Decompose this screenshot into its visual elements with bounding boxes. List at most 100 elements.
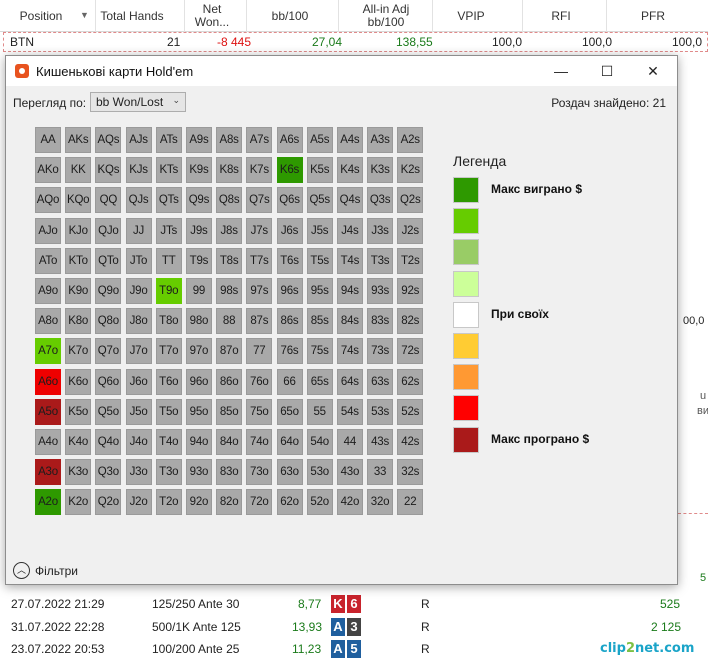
hand-cell-kjs[interactable]: KJs xyxy=(125,157,152,184)
hand-cell-q7s[interactable]: Q7s xyxy=(246,187,273,214)
hand-cell-t3o[interactable]: T3o xyxy=(155,459,182,486)
hand-cell-73s[interactable]: 73s xyxy=(367,338,394,365)
hand-cell-t2o[interactable]: T2o xyxy=(155,489,182,516)
column-header-vpip[interactable]: VPIP xyxy=(457,8,485,23)
hand-cell-96s[interactable]: 96s xyxy=(276,277,303,304)
hand-cell-82s[interactable]: 82s xyxy=(397,308,424,335)
hand-cell-88[interactable]: 88 xyxy=(216,308,243,335)
hand-cell-93s[interactable]: 93s xyxy=(367,277,394,304)
hand-cell-a8o[interactable]: A8o xyxy=(35,308,61,335)
hand-cell-32o[interactable]: 32o xyxy=(367,489,394,516)
hand-cell-73o[interactable]: 73o xyxy=(246,459,273,486)
hand-cell-t7s[interactable]: T7s xyxy=(246,247,273,274)
hand-cell-53s[interactable]: 53s xyxy=(367,398,394,425)
hand-cell-64o[interactable]: 64o xyxy=(276,428,303,455)
column-header-pfr[interactable]: PFR xyxy=(641,8,665,23)
hand-cell-qjo[interactable]: QJo xyxy=(95,217,122,244)
hand-cell-65s[interactable]: 65s xyxy=(306,368,333,395)
hand-cell-a7s[interactable]: A7s xyxy=(246,127,273,153)
hand-cell-qq[interactable]: QQ xyxy=(95,187,122,214)
hand-cell-22[interactable]: 22 xyxy=(397,489,424,516)
hand-cell-j2s[interactable]: J2s xyxy=(397,217,424,244)
hand-cell-52o[interactable]: 52o xyxy=(306,489,333,516)
hand-cell-j5s[interactable]: J5s xyxy=(306,217,333,244)
hand-cell-55[interactable]: 55 xyxy=(306,398,333,425)
hand-cell-k8o[interactable]: K8o xyxy=(65,308,92,335)
hand-cell-a6s[interactable]: A6s xyxy=(276,127,303,153)
hand-cell-84o[interactable]: 84o xyxy=(216,428,243,455)
hand-cell-a3o[interactable]: A3o xyxy=(35,459,61,486)
hand-cell-q4o[interactable]: Q4o xyxy=(95,428,122,455)
hand-cell-qts[interactable]: QTs xyxy=(155,187,182,214)
hand-cell-j3o[interactable]: J3o xyxy=(125,459,152,486)
hand-cell-q9s[interactable]: Q9s xyxy=(185,187,212,214)
hand-cell-k3o[interactable]: K3o xyxy=(65,459,92,486)
hand-cell-k2s[interactable]: K2s xyxy=(397,157,424,184)
hand-cell-k8s[interactable]: K8s xyxy=(216,157,243,184)
hand-cell-q2o[interactable]: Q2o xyxy=(95,489,122,516)
hand-cell-j7s[interactable]: J7s xyxy=(246,217,273,244)
hand-cell-j8o[interactable]: J8o xyxy=(125,308,152,335)
hand-cell-j9s[interactable]: J9s xyxy=(185,217,212,244)
column-header-position[interactable]: Position xyxy=(19,8,63,23)
hand-cell-k4s[interactable]: K4s xyxy=(336,157,363,184)
hand-row[interactable]: 23.07.2022 20:53 100/200 Ante 25 11,23 A… xyxy=(0,639,708,661)
hand-cell-jts[interactable]: JTs xyxy=(155,217,182,244)
hand-cell-a6o[interactable]: A6o xyxy=(35,368,61,395)
hand-cell-t4s[interactable]: T4s xyxy=(336,247,363,274)
hand-cell-qto[interactable]: QTo xyxy=(95,247,122,274)
hand-cell-76o[interactable]: 76o xyxy=(246,368,273,395)
hand-cell-kts[interactable]: KTs xyxy=(155,157,182,184)
hand-cell-74s[interactable]: 74s xyxy=(336,338,363,365)
sort-dropdown-icon[interactable]: ▼ xyxy=(80,10,89,20)
hand-cell-k7o[interactable]: K7o xyxy=(65,338,92,365)
hand-cell-83o[interactable]: 83o xyxy=(216,459,243,486)
hand-cell-q5o[interactable]: Q5o xyxy=(95,398,122,425)
hand-cell-52s[interactable]: 52s xyxy=(397,398,424,425)
hand-cell-ats[interactable]: ATs xyxy=(155,127,182,153)
maximize-button[interactable]: ☐ xyxy=(600,62,614,79)
hand-cell-33[interactable]: 33 xyxy=(367,459,394,486)
hand-cell-92o[interactable]: 92o xyxy=(185,489,212,516)
hand-cell-t3s[interactable]: T3s xyxy=(367,247,394,274)
hand-cell-q7o[interactable]: Q7o xyxy=(95,338,122,365)
hand-cell-66[interactable]: 66 xyxy=(276,368,303,395)
hand-cell-q8o[interactable]: Q8o xyxy=(95,308,122,335)
hand-cell-k4o[interactable]: K4o xyxy=(65,428,92,455)
hand-cell-k3s[interactable]: K3s xyxy=(367,157,394,184)
filters-toggle[interactable]: ︿ Фільтри xyxy=(13,562,78,579)
column-header-net-won[interactable]: Net Won... xyxy=(194,2,230,29)
hand-cell-42o[interactable]: 42o xyxy=(336,489,363,516)
hand-cell-a7o[interactable]: A7o xyxy=(35,338,61,365)
hand-cell-t6s[interactable]: T6s xyxy=(276,247,303,274)
hand-cell-63s[interactable]: 63s xyxy=(367,368,394,395)
hand-cell-aa[interactable]: AA xyxy=(35,127,61,153)
hand-cell-j3s[interactable]: J3s xyxy=(367,217,394,244)
view-by-select[interactable]: bb Won/Lost ⌄ xyxy=(90,92,186,112)
hand-cell-94o[interactable]: 94o xyxy=(185,428,212,455)
hand-cell-a4o[interactable]: A4o xyxy=(35,428,61,455)
hand-cell-q6o[interactable]: Q6o xyxy=(95,368,122,395)
hand-cell-a8s[interactable]: A8s xyxy=(216,127,243,153)
hand-cell-q3o[interactable]: Q3o xyxy=(95,459,122,486)
hand-cell-44[interactable]: 44 xyxy=(336,428,363,455)
hand-cell-j6s[interactable]: J6s xyxy=(276,217,303,244)
hand-cell-92s[interactable]: 92s xyxy=(397,277,424,304)
hand-cell-t5o[interactable]: T5o xyxy=(155,398,182,425)
hand-cell-82o[interactable]: 82o xyxy=(216,489,243,516)
hand-cell-94s[interactable]: 94s xyxy=(336,277,363,304)
column-header-rfi[interactable]: RFI xyxy=(551,8,571,23)
column-header-allin-bb100[interactable]: All-in Adj bb/100 xyxy=(362,2,410,29)
hand-cell-j5o[interactable]: J5o xyxy=(125,398,152,425)
hand-cell-95s[interactable]: 95s xyxy=(306,277,333,304)
hand-cell-ako[interactable]: AKo xyxy=(35,157,61,184)
hand-cell-77[interactable]: 77 xyxy=(246,338,273,365)
hand-cell-64s[interactable]: 64s xyxy=(336,368,363,395)
hand-cell-62o[interactable]: 62o xyxy=(276,489,303,516)
hand-cell-54s[interactable]: 54s xyxy=(336,398,363,425)
hand-cell-65o[interactable]: 65o xyxy=(276,398,303,425)
hand-cell-43s[interactable]: 43s xyxy=(367,428,394,455)
hand-cell-k7s[interactable]: K7s xyxy=(246,157,273,184)
hand-cell-75s[interactable]: 75s xyxy=(306,338,333,365)
hand-cell-k5s[interactable]: K5s xyxy=(306,157,333,184)
